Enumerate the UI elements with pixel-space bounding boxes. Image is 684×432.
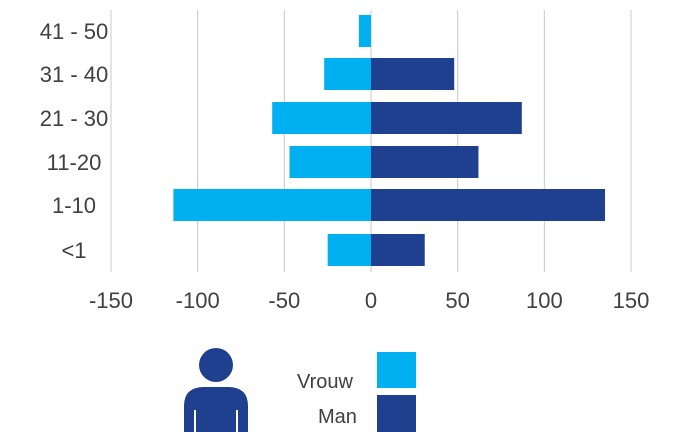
- x-tick-label: 150: [613, 288, 650, 313]
- x-axis-labels: -150 -100 -50 0 50 100 150: [89, 288, 649, 313]
- bar-man: [371, 189, 605, 221]
- bar-vrouw: [272, 102, 371, 134]
- bar-man: [371, 102, 522, 134]
- y-axis-labels: <1 1-10 11-20 21 - 30 31 - 40 41 - 50: [40, 19, 109, 263]
- legend-label-man: Man: [318, 406, 357, 428]
- x-tick-label: 50: [445, 288, 469, 313]
- bar-man: [371, 234, 425, 266]
- y-tick-label: 21 - 30: [40, 106, 109, 131]
- x-tick-label: -150: [89, 288, 133, 313]
- bar-vrouw: [173, 189, 371, 221]
- y-tick-label: 1-10: [52, 193, 96, 218]
- legend-label-vrouw: Vrouw: [297, 371, 353, 393]
- y-tick-label: <1: [61, 238, 86, 263]
- bar-vrouw: [358, 15, 371, 47]
- y-tick-label: 41 - 50: [40, 19, 109, 44]
- x-tick-label: 0: [365, 288, 377, 313]
- x-tick-label: -50: [268, 288, 300, 313]
- bar-man: [371, 58, 455, 90]
- x-tick-label: -100: [176, 288, 220, 313]
- y-tick-label: 31 - 40: [40, 62, 109, 87]
- bar-vrouw: [327, 234, 371, 266]
- y-tick-label: 11-20: [47, 150, 102, 175]
- legend-swatch-vrouw: [377, 352, 416, 388]
- bar-vrouw: [289, 146, 371, 178]
- x-tick-label: 100: [526, 288, 563, 313]
- bars: [173, 15, 605, 266]
- legend-swatch-man: [377, 395, 416, 432]
- bar-man: [371, 146, 479, 178]
- bar-vrouw: [324, 58, 371, 90]
- person-icon: [184, 348, 248, 432]
- gridlines: [110, 10, 632, 272]
